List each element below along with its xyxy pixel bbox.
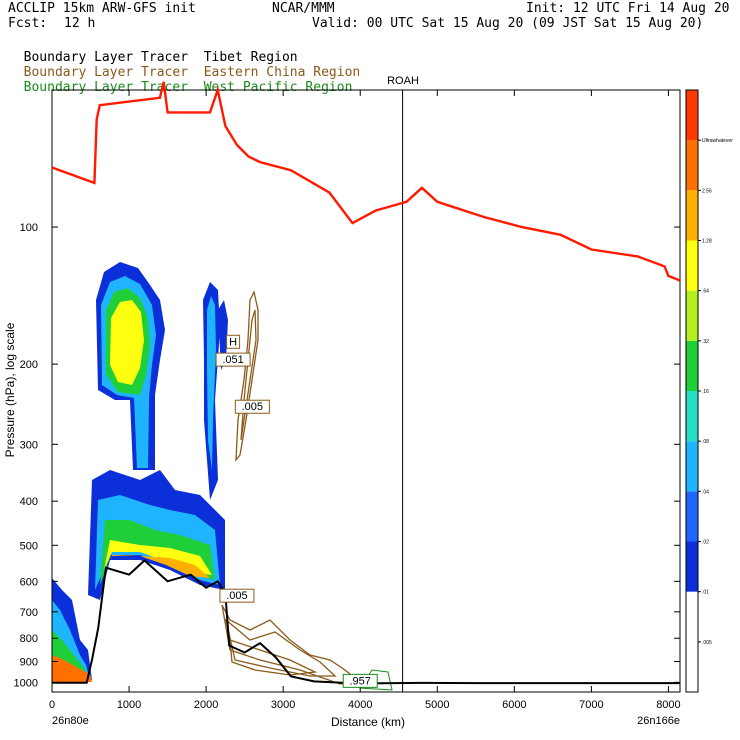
colorbar: .005 .01 .02 .04 .08 .16 .32 .64 1.28 2.56 Ultrawh… [685, 89, 733, 693]
y-tick-label: 600 [20, 576, 38, 588]
y-tick-label: 300 [20, 439, 38, 451]
x-tick-label: 5000 [425, 699, 449, 711]
colorbar-swatch [686, 190, 698, 241]
x-tick-label: 4000 [348, 699, 372, 711]
x-tick-label: 3000 [271, 699, 295, 711]
tracer-band-low-orange [108, 555, 210, 578]
y-tick-label: 400 [20, 496, 38, 508]
colorbar-label: .32 [702, 339, 709, 345]
contour-label: H [229, 336, 237, 348]
colorbar-label: .005 [702, 640, 712, 646]
colorbar-label: .16 [702, 389, 709, 395]
marker-label: ROAH [387, 75, 419, 87]
legend-prefix: Boundary Layer Tracer [23, 80, 189, 95]
legend-eastern-china: Boundary Layer Tracer Eastern China Regi… [8, 50, 361, 80]
x-tick-label: 8000 [656, 699, 680, 711]
colorbar-label: .08 [702, 439, 709, 445]
contour-label-box [219, 588, 255, 603]
contour-label-box [226, 334, 241, 349]
eastern-china-contour-upper [235, 290, 259, 462]
legend-tibet: Boundary Layer Tracer Tibet Region [8, 35, 298, 65]
legend-region: Eastern China Region [203, 65, 361, 80]
x-tick-label: 2000 [194, 699, 218, 711]
x-tick-label: 0 [49, 699, 55, 711]
y-tick-label: 200 [20, 359, 38, 371]
eastern-china-contour-lower-3 [229, 639, 318, 676]
eastern-china-contours [221, 290, 362, 685]
y-tick-label: 500 [20, 540, 38, 552]
colorbar-label: .01 [702, 590, 709, 596]
legend-region: West Pacific Region [203, 80, 353, 95]
y-tick-label: 900 [20, 657, 38, 669]
tracer-surface-west-orange [52, 655, 92, 682]
contour-label: .051 [222, 354, 243, 366]
colorbar-swatch [686, 491, 698, 542]
contour-label: .005 [242, 401, 263, 413]
y-tick-label: 1000 [14, 677, 38, 689]
colorbar-swatch [686, 290, 698, 341]
legend-region: Tibet Region [203, 50, 298, 65]
x-tick-label: 7000 [579, 699, 603, 711]
terrain-line [52, 559, 680, 685]
left-endpoint-label: 26n80e [52, 715, 89, 727]
colorbar-swatch [686, 641, 698, 692]
x-tick-label: 6000 [502, 699, 526, 711]
eastern-china-contour-lower-2 [224, 618, 337, 677]
colorbar-swatch [686, 340, 698, 391]
contour-label-box [342, 673, 378, 688]
y-tick-label: 100 [20, 222, 38, 234]
tracer-shading [52, 262, 228, 682]
colorbar-label: 2.56 [702, 188, 712, 194]
x-tick-label: 1000 [117, 699, 141, 711]
contour-label-box [234, 399, 270, 414]
tracer-plume-upper-yellow [110, 300, 144, 385]
x-axis-title: Distance (km) [331, 715, 405, 729]
colorbar-swatch [686, 391, 698, 442]
valid-time: Valid: 00 UTC Sat 15 Aug 20 (09 JST Sat … [312, 16, 704, 31]
colorbar-swatch [686, 90, 698, 141]
plot-frame [51, 89, 681, 693]
contour-label-box [215, 352, 251, 367]
colorbar-label: .04 [702, 489, 709, 495]
contour-label: .005 [226, 590, 247, 602]
axes-group: 0 1000 2000 3000 4000 5000 6000 7000 8000 100 200 3… [14, 89, 681, 711]
colorbar-swatch [686, 240, 698, 291]
right-endpoint-label: 26n166e [637, 715, 680, 727]
init-time: Init: 12 UTC Fri 14 Aug 20 [526, 1, 730, 16]
legend-prefix: Boundary Layer Tracer [23, 65, 189, 80]
contour-label: .957 [350, 675, 371, 687]
fcst-value: 12 h [64, 16, 96, 31]
contour-labels-group: H .051 .005 .005 .957 [215, 334, 378, 688]
colorbar-swatch [686, 441, 698, 492]
eastern-china-contour-lower-1 [221, 604, 362, 685]
colorbar-label: .02 [702, 540, 709, 546]
y-axis-title: Pressure (hPa), log scale [3, 322, 17, 457]
tropopause-line [51, 81, 681, 282]
tracer-column-east2-blue [218, 300, 228, 370]
legend-west-pacific: Boundary Layer Tracer West Pacific Regio… [8, 65, 353, 95]
colorbar-label: Ultrawhatever [702, 138, 733, 144]
legend-prefix: Boundary Layer Tracer [23, 50, 189, 65]
model-title: ACCLIP 15km ARW-GFS init [8, 1, 196, 16]
colorbar-swatch [686, 140, 698, 191]
tracer-column-east-cyan [207, 296, 216, 470]
colorbar-swatch [686, 541, 698, 592]
y-tick-label: 800 [20, 633, 38, 645]
center-label: NCAR/MMM [272, 1, 335, 16]
colorbar-swatch [686, 591, 698, 642]
y-tick-label: 700 [20, 607, 38, 619]
fcst-label: Fcst: [8, 16, 48, 31]
colorbar-label: 1.28 [702, 239, 712, 245]
colorbar-label: .64 [702, 289, 709, 295]
